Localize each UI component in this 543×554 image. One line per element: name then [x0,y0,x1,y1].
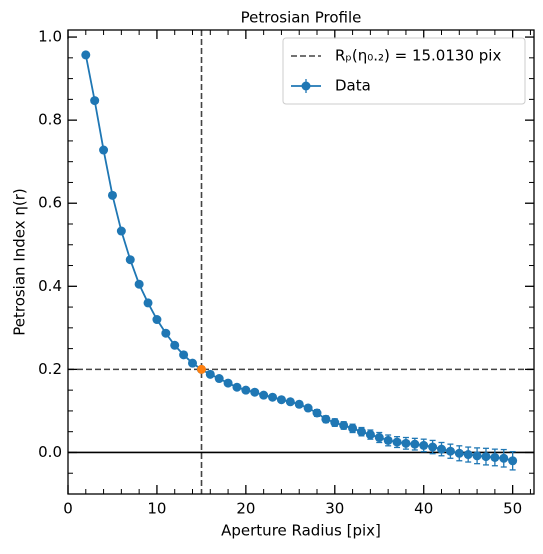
data-point [312,408,322,418]
data-point [365,430,375,440]
data-point [321,414,331,424]
data-point [383,435,393,445]
legend-box [282,37,526,105]
data-point [472,451,482,461]
data-point [348,423,358,433]
reference-point [197,364,207,374]
x-axis-label: Aperture Radius [pix] [221,522,381,540]
data-point [437,444,447,454]
data-point [285,397,295,407]
data-point [303,403,313,413]
y-tick-label: 1.0 [38,28,62,46]
data-point [134,279,144,289]
data-point [419,440,429,450]
x-tick-label: 30 [325,500,344,518]
data-point [188,358,198,368]
data-point [161,328,171,338]
y-tick-label: 0.2 [38,360,62,378]
data-point [223,378,233,388]
legend-data-label: Data [335,77,371,95]
data-point [428,442,438,452]
data-point [268,392,278,402]
data-point [143,298,153,308]
data-point [463,450,473,460]
y-tick-label: 0.0 [38,443,62,461]
y-axis-label: Petrosian Index η(r) [11,188,29,336]
data-point [481,452,491,462]
data-point [81,50,91,60]
data-point [454,448,464,458]
data-point [125,255,135,265]
data-point [259,390,269,400]
legend-data-marker [301,81,311,91]
data-point [339,420,349,430]
data-point [99,145,109,155]
x-tick-label: 0 [63,500,73,518]
data-point [374,433,384,443]
plot-frame [67,29,535,495]
data-point [214,374,224,384]
data-point [445,446,455,456]
data-point [401,438,411,448]
data-point [170,340,180,350]
data-point [152,315,162,325]
data-point [392,437,402,447]
data-point [241,385,251,395]
data-point [116,226,126,236]
data-point [356,427,366,437]
data-point [276,395,286,405]
data-point [250,387,260,397]
y-tick-label: 0.6 [38,194,62,212]
x-tick-label: 20 [236,500,255,518]
data-point [294,399,304,409]
data-point [90,96,100,106]
y-tick-label: 0.8 [38,111,62,129]
data-point [499,453,509,463]
data-point [205,369,215,379]
y-tick-label: 0.4 [38,277,62,295]
x-tick-label: 10 [147,500,166,518]
data-point [508,456,518,466]
data-point [490,452,500,462]
data-point [232,382,242,392]
data-point [410,439,420,449]
chart-title: Petrosian Profile [241,9,362,27]
data-point [330,418,340,428]
x-tick-label: 40 [414,500,433,518]
legend-ref-label: Rₚ(η₀.₂) = 15.0130 pix [335,47,501,65]
x-tick-label: 50 [503,500,522,518]
data-point [107,190,117,200]
data-point [179,350,189,360]
